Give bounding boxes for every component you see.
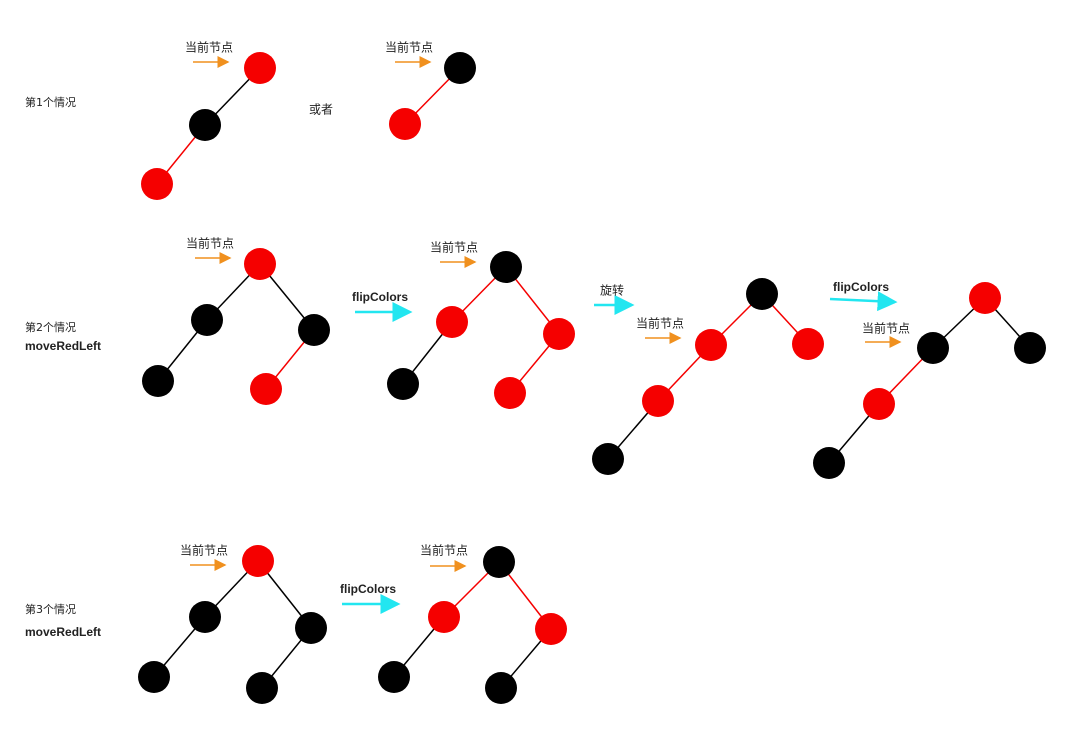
tree-node bbox=[494, 377, 526, 409]
tree-node bbox=[813, 447, 845, 479]
tree-node bbox=[1014, 332, 1046, 364]
tree-node bbox=[378, 661, 410, 693]
operation-label: flipColors bbox=[340, 582, 396, 596]
separator: 或者 bbox=[309, 103, 333, 117]
tree-node bbox=[250, 373, 282, 405]
case-label: 第1个情况 bbox=[25, 95, 76, 109]
method-label: moveRedLeft bbox=[25, 625, 101, 639]
pointer-label: 当前节点 bbox=[180, 543, 228, 558]
tree-node bbox=[142, 365, 174, 397]
pointer-label: 当前节点 bbox=[186, 236, 234, 251]
tree-node bbox=[246, 672, 278, 704]
tree-node bbox=[969, 282, 1001, 314]
tree-node bbox=[863, 388, 895, 420]
tree-node bbox=[298, 314, 330, 346]
method-label: moveRedLeft bbox=[25, 339, 101, 353]
tree-node bbox=[244, 248, 276, 280]
tree-node bbox=[535, 613, 567, 645]
tree-node bbox=[428, 601, 460, 633]
tree-node bbox=[483, 546, 515, 578]
tree-node bbox=[189, 109, 221, 141]
pointer-label: 当前节点 bbox=[185, 40, 233, 55]
tree-node bbox=[490, 251, 522, 283]
tree-node bbox=[295, 612, 327, 644]
tree-node bbox=[592, 443, 624, 475]
tree-node bbox=[543, 318, 575, 350]
tree-node bbox=[485, 672, 517, 704]
tree-node bbox=[917, 332, 949, 364]
tree-node bbox=[389, 108, 421, 140]
tree-node bbox=[191, 304, 223, 336]
tree-node bbox=[444, 52, 476, 84]
pointer-label: 当前节点 bbox=[385, 40, 433, 55]
tree-node bbox=[695, 329, 727, 361]
tree-node bbox=[242, 545, 274, 577]
pointer-label: 当前节点 bbox=[420, 543, 468, 558]
tree-node bbox=[387, 368, 419, 400]
pointer-label: 当前节点 bbox=[862, 321, 910, 336]
case-label: 第2个情况 bbox=[25, 320, 76, 334]
tree-node bbox=[141, 168, 173, 200]
operation-arrow bbox=[829, 291, 898, 312]
tree-node bbox=[746, 278, 778, 310]
operation-label: flipColors bbox=[833, 280, 889, 294]
operation-label: flipColors bbox=[352, 290, 408, 304]
pointer-label: 当前节点 bbox=[636, 316, 684, 331]
tree-node bbox=[642, 385, 674, 417]
tree-node bbox=[138, 661, 170, 693]
tree-node bbox=[189, 601, 221, 633]
tree-node bbox=[792, 328, 824, 360]
operation-label: 旋转 bbox=[600, 283, 624, 298]
trees bbox=[138, 52, 1046, 704]
tree-node bbox=[244, 52, 276, 84]
tree-node bbox=[436, 306, 468, 338]
pointer-label: 当前节点 bbox=[430, 240, 478, 255]
case-label: 第3个情况 bbox=[25, 602, 76, 616]
